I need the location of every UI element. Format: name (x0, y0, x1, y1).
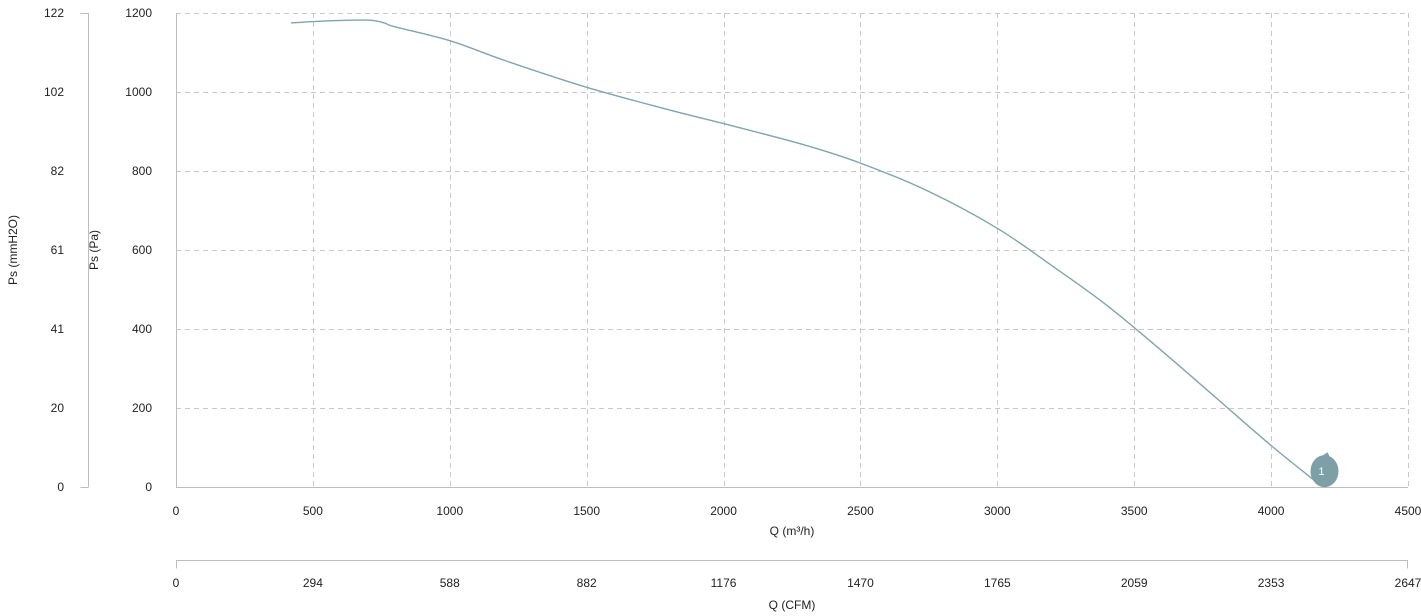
x-tick-label-primary: 1000 (436, 504, 463, 518)
x-tick-label-secondary: 1765 (984, 576, 1011, 590)
x-tick-label-primary: 4000 (1258, 504, 1285, 518)
x-tick-label-secondary: 882 (577, 576, 597, 590)
y-tick-label-primary: 400 (132, 322, 152, 336)
operating-point-shape (1310, 455, 1339, 488)
x-axis-title-secondary: Q (CFM) (769, 598, 816, 612)
y-tick-label-primary: 1200 (125, 6, 152, 20)
grid-layer (176, 13, 1409, 487)
x-tick-label-primary: 1500 (573, 504, 600, 518)
curve-layer (290, 19, 1319, 484)
operating-point-marker: 1 (1310, 452, 1339, 488)
y-tick-label-secondary: 0 (57, 480, 64, 494)
y-tick-label-secondary: 20 (51, 401, 65, 415)
x-tick-label-secondary: 2059 (1121, 576, 1148, 590)
x-tick-label-primary: 4500 (1395, 504, 1421, 518)
x-axis-title-primary: Q (m³/h) (770, 524, 815, 538)
operating-point-label: 1 (1318, 466, 1324, 478)
operating-point-pin (1321, 452, 1331, 459)
y-tick-label-primary: 800 (132, 164, 152, 178)
x-tick-label-secondary: 2353 (1258, 576, 1285, 590)
y-tick-label-secondary: 102 (44, 85, 64, 99)
x-tick-label-secondary: 588 (440, 576, 460, 590)
y-tick-label-secondary: 41 (51, 322, 65, 336)
y-axis-title-secondary: Ps (mmH2O) (6, 215, 20, 285)
y-tick-label-primary: 200 (132, 401, 152, 415)
y-tick-label-secondary: 82 (51, 164, 65, 178)
fan-curve-series (290, 19, 1319, 484)
x-tick-label-secondary: 1470 (847, 576, 874, 590)
y-tick-label-primary: 0 (145, 480, 152, 494)
y-tick-label-secondary: 122 (44, 6, 64, 20)
x-tick-label-secondary: 1176 (711, 576, 737, 590)
x-tick-label-primary: 3500 (1121, 504, 1148, 518)
x-tick-label-secondary: 0 (173, 576, 180, 590)
x-tick-label-primary: 0 (173, 504, 180, 518)
marker-layer: 1 (1310, 452, 1339, 488)
x-tick-label-primary: 3000 (984, 504, 1011, 518)
x-tick-label-primary: 2000 (710, 504, 737, 518)
y-axis-title-primary: Ps (Pa) (87, 230, 101, 270)
x-tick-label-secondary: 2647 (1395, 576, 1421, 590)
x-tick-label-primary: 2500 (847, 504, 874, 518)
x-tick-label-primary: 500 (303, 504, 323, 518)
x-tick-label-secondary: 294 (303, 576, 323, 590)
y-tick-label-primary: 600 (132, 243, 152, 257)
y-tick-label-secondary: 61 (51, 243, 65, 257)
y-tick-label-primary: 1000 (125, 85, 152, 99)
